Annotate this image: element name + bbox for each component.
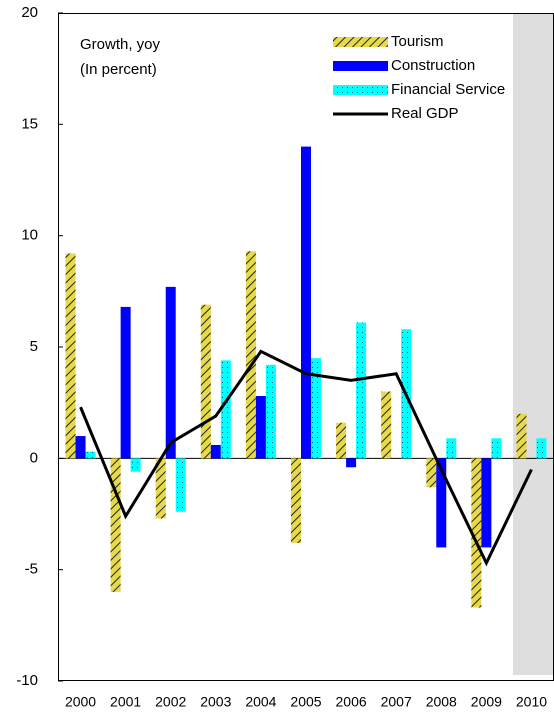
bar	[426, 458, 437, 488]
bar	[381, 391, 392, 459]
bar	[436, 458, 447, 548]
legend-swatch	[333, 85, 388, 95]
bar	[471, 458, 482, 608]
x-tick-label: 2008	[426, 694, 457, 710]
bar	[536, 438, 547, 459]
bar	[155, 458, 166, 519]
x-tick-label: 2009	[471, 694, 502, 710]
y-tick-label: -10	[16, 672, 38, 689]
bar	[346, 458, 357, 468]
bar	[245, 251, 256, 459]
x-tick-label: 2003	[200, 694, 231, 710]
y-tick-label: 10	[21, 227, 38, 244]
bar	[265, 364, 276, 459]
legend-swatch	[333, 37, 388, 47]
forecast-shade	[513, 13, 554, 675]
bar	[516, 413, 527, 459]
y-tick-label: -5	[25, 561, 38, 578]
x-tick-label: 2005	[290, 694, 321, 710]
bar	[291, 458, 301, 543]
x-tick-label: 2000	[65, 694, 96, 710]
bar	[120, 306, 131, 459]
legend-label: Real GDP	[391, 105, 459, 122]
bar	[301, 146, 311, 459]
x-tick-label: 2001	[110, 694, 141, 710]
x-tick-label: 2002	[155, 694, 186, 710]
x-tick-label: 2010	[516, 694, 547, 710]
bar	[85, 451, 96, 459]
annotation: Growth, yoy	[80, 36, 161, 53]
y-tick-label: 5	[30, 338, 38, 355]
x-tick-label: 2006	[336, 694, 367, 710]
legend-label: Construction	[391, 57, 475, 74]
bar	[446, 438, 457, 459]
legend-swatch	[333, 61, 388, 71]
x-tick-label: 2004	[245, 694, 276, 710]
y-tick-label: 0	[30, 449, 38, 466]
x-tick-label: 2007	[381, 694, 412, 710]
y-tick-label: 15	[21, 115, 38, 132]
legend-label: Tourism	[391, 33, 444, 50]
bar	[255, 395, 266, 459]
bar	[356, 322, 367, 459]
bar	[165, 286, 176, 459]
line	[79, 349, 533, 567]
bar	[75, 436, 86, 459]
bar	[200, 304, 211, 459]
bar	[491, 438, 502, 459]
y-tick-label: 20	[21, 4, 38, 21]
annotation: (In percent)	[80, 61, 157, 78]
bar	[311, 358, 321, 459]
legend-label: Financial Service	[391, 81, 505, 98]
bar	[110, 458, 121, 592]
bar	[175, 458, 186, 512]
bar	[130, 458, 141, 472]
bar	[336, 422, 347, 459]
bar	[220, 360, 231, 459]
bar	[210, 444, 221, 459]
bar	[481, 458, 492, 548]
bar	[65, 253, 76, 459]
